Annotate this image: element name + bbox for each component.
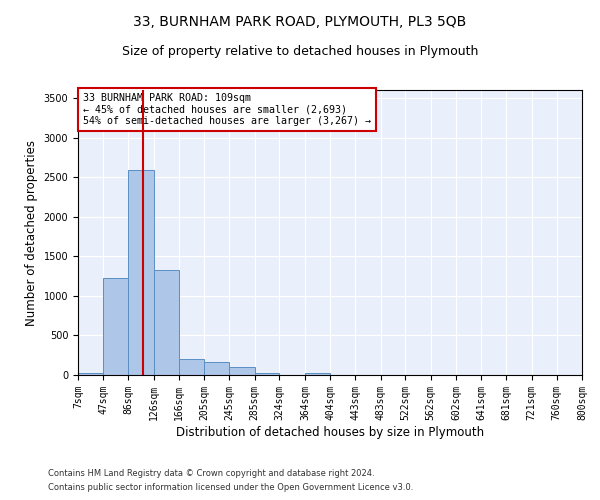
Text: Contains HM Land Registry data © Crown copyright and database right 2024.: Contains HM Land Registry data © Crown c…	[48, 468, 374, 477]
Y-axis label: Number of detached properties: Number of detached properties	[25, 140, 38, 326]
Text: 33 BURNHAM PARK ROAD: 109sqm
← 45% of detached houses are smaller (2,693)
54% of: 33 BURNHAM PARK ROAD: 109sqm ← 45% of de…	[83, 93, 371, 126]
Bar	[128, 170, 154, 375]
Bar	[229, 367, 254, 375]
Text: Contains public sector information licensed under the Open Government Licence v3: Contains public sector information licen…	[48, 484, 413, 492]
Bar	[154, 270, 179, 375]
Text: 33, BURNHAM PARK ROAD, PLYMOUTH, PL3 5QB: 33, BURNHAM PARK ROAD, PLYMOUTH, PL3 5QB	[133, 15, 467, 29]
Bar	[254, 372, 280, 375]
X-axis label: Distribution of detached houses by size in Plymouth: Distribution of detached houses by size …	[176, 426, 484, 438]
Bar	[78, 372, 103, 375]
Bar	[305, 372, 331, 375]
Bar	[179, 359, 204, 375]
Text: Size of property relative to detached houses in Plymouth: Size of property relative to detached ho…	[122, 45, 478, 58]
Bar	[103, 278, 128, 375]
Bar	[204, 362, 229, 375]
